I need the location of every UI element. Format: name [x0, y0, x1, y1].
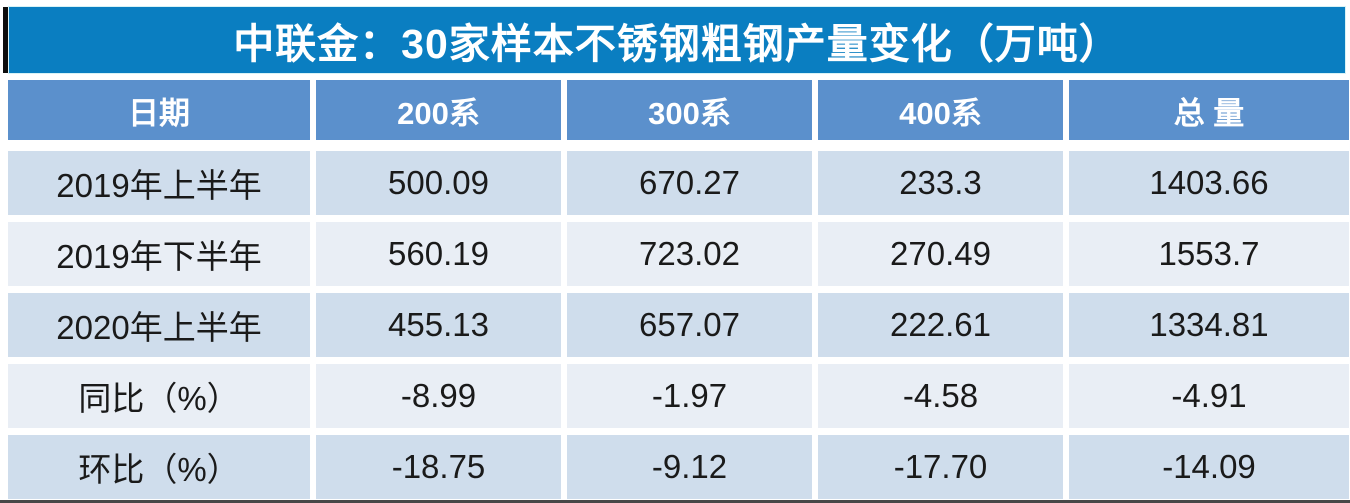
table-cell: 500.09: [316, 151, 561, 215]
column-header-total: 总 量: [1069, 80, 1349, 140]
table-cell: -14.09: [1069, 435, 1349, 499]
table-cell: -17.70: [818, 435, 1063, 499]
data-table: 日期 200系 300系 400系 总 量 2019年上半年 500.09 67…: [8, 80, 1349, 499]
left-accent-bar: [3, 7, 8, 73]
column-header-200: 200系: [316, 80, 561, 140]
row-label: 2019年下半年: [8, 222, 310, 286]
table-cell: 670.27: [567, 151, 812, 215]
table-cell: -4.58: [818, 364, 1063, 428]
table-cell: -18.75: [316, 435, 561, 499]
table-cell: 455.13: [316, 293, 561, 357]
table-cell: -4.91: [1069, 364, 1349, 428]
table-cell: 1334.81: [1069, 293, 1349, 357]
table-cell: 233.3: [818, 151, 1063, 215]
table-cell: 1403.66: [1069, 151, 1349, 215]
row-label: 2020年上半年: [8, 293, 310, 357]
table-cell: 222.61: [818, 293, 1063, 357]
table-cell: 657.07: [567, 293, 812, 357]
table-title: 中联金：30家样本不锈钢粗钢产量变化（万吨）: [9, 7, 1345, 73]
column-header-date: 日期: [8, 80, 310, 140]
table-cell: 560.19: [316, 222, 561, 286]
table-cell: -1.97: [567, 364, 812, 428]
row-label: 环比（%）: [8, 435, 310, 499]
title-row: 中联金：30家样本不锈钢粗钢产量变化（万吨）: [0, 0, 1350, 73]
row-label: 同比（%）: [8, 364, 310, 428]
column-header-400: 400系: [818, 80, 1063, 140]
table-cell: -8.99: [316, 364, 561, 428]
table-cell: 270.49: [818, 222, 1063, 286]
table-cell: -9.12: [567, 435, 812, 499]
column-header-300: 300系: [567, 80, 812, 140]
table-cell: 1553.7: [1069, 222, 1349, 286]
table-cell: 723.02: [567, 222, 812, 286]
row-label: 2019年上半年: [8, 151, 310, 215]
bottom-shadow-line: [0, 500, 1350, 503]
